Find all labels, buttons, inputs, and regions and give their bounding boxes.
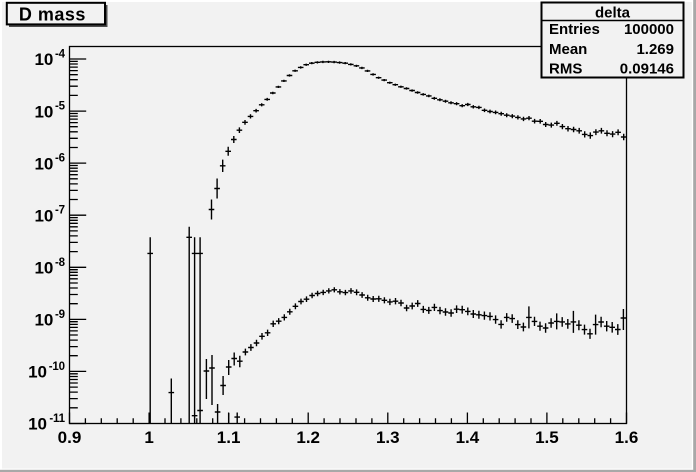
- svg-text:1.6: 1.6: [615, 428, 639, 447]
- svg-text:1.2: 1.2: [296, 428, 320, 447]
- svg-text:Mean: Mean: [549, 41, 587, 58]
- svg-text:-10: -10: [49, 361, 65, 373]
- svg-text:-8: -8: [55, 257, 66, 269]
- svg-text:1.269: 1.269: [636, 41, 674, 58]
- svg-text:10: 10: [34, 311, 53, 330]
- svg-text:-9: -9: [55, 309, 65, 321]
- svg-text:-5: -5: [55, 101, 66, 113]
- svg-text:-4: -4: [55, 49, 66, 61]
- svg-text:1: 1: [144, 428, 153, 447]
- svg-text:10: 10: [34, 102, 53, 121]
- svg-text:10: 10: [34, 259, 53, 278]
- svg-text:-6: -6: [55, 153, 65, 165]
- svg-text:Entries: Entries: [549, 21, 600, 38]
- svg-text:-7: -7: [55, 205, 65, 217]
- svg-text:10: 10: [28, 363, 47, 382]
- svg-text:1.5: 1.5: [535, 428, 559, 447]
- svg-text:-11: -11: [49, 413, 65, 425]
- svg-text:1.3: 1.3: [376, 428, 400, 447]
- svg-text:0.9: 0.9: [58, 428, 82, 447]
- svg-text:0.09146: 0.09146: [620, 61, 674, 78]
- svg-text:10: 10: [34, 206, 53, 225]
- svg-text:10: 10: [34, 50, 53, 69]
- svg-text:1.4: 1.4: [456, 428, 480, 447]
- svg-text:10: 10: [34, 154, 53, 173]
- svg-text:10: 10: [28, 415, 47, 434]
- svg-text:D mass: D mass: [19, 5, 86, 25]
- svg-text:delta: delta: [595, 4, 631, 21]
- svg-text:100000: 100000: [624, 21, 674, 38]
- svg-text:1.1: 1.1: [217, 428, 241, 447]
- svg-text:RMS: RMS: [549, 61, 582, 78]
